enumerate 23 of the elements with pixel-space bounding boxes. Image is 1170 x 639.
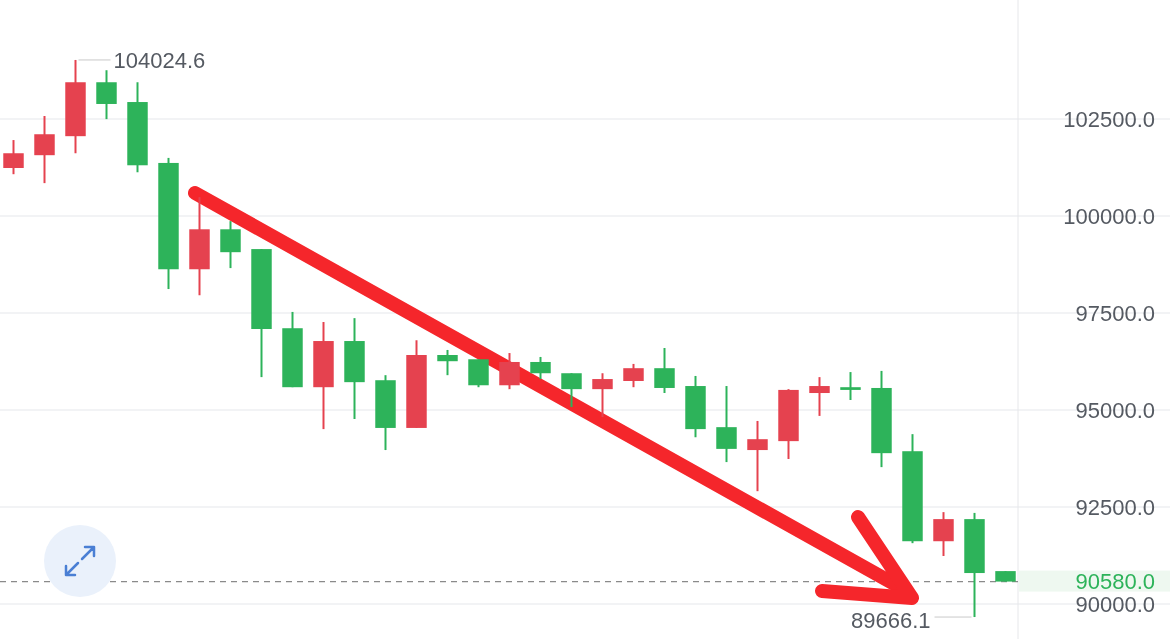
candlestick — [96, 69, 117, 121]
y-tick-label: 97500.0 — [1075, 300, 1155, 326]
annotation: 104024.6 — [113, 47, 206, 73]
y-tick-label: 92500.0 — [1075, 494, 1155, 520]
candlestick — [623, 362, 644, 389]
candlestick — [530, 355, 551, 381]
candlestick — [34, 115, 55, 185]
candlestick — [437, 348, 458, 377]
candlestick — [840, 371, 861, 402]
candlestick — [747, 419, 768, 493]
candlestick — [499, 352, 520, 391]
candlestick — [716, 385, 737, 464]
candlestick — [592, 372, 613, 419]
candlestick — [933, 511, 954, 557]
candlestick — [220, 220, 241, 270]
candlestick — [654, 347, 675, 395]
y-tick-label: 102500.0 — [1063, 106, 1155, 132]
y-tick-label: 95000.0 — [1075, 397, 1155, 423]
annotation: 89666.1 — [850, 607, 931, 633]
y-tick-label: 100000.0 — [1063, 203, 1155, 229]
candlestick — [809, 376, 830, 417]
candlestick — [3, 139, 24, 176]
candlestick — [561, 372, 582, 408]
